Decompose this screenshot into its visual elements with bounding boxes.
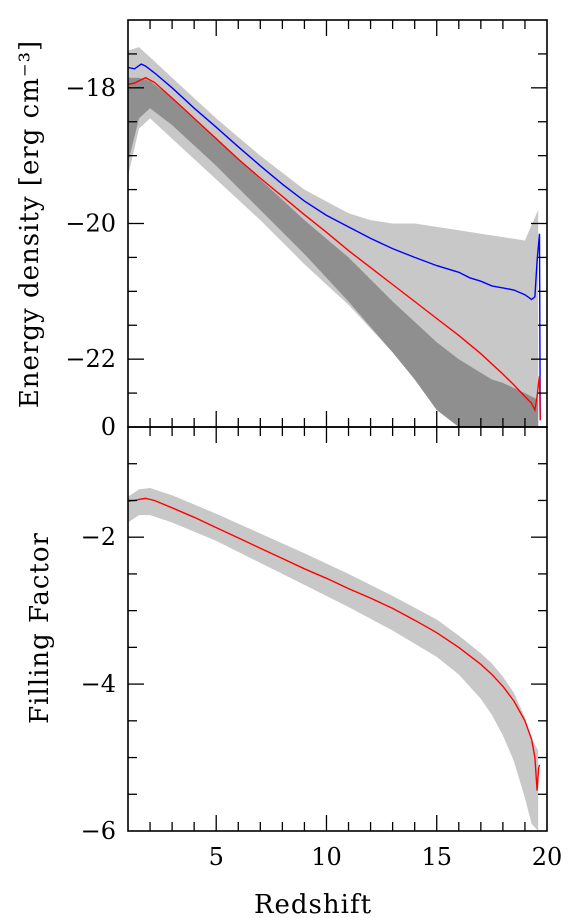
top-bottom-edge-label: 0: [101, 413, 116, 441]
filling-factor-panel: −2 −4 −6 5 10 15 20: [81, 426, 563, 871]
redshift-axis-label: Redshift: [254, 890, 372, 918]
top-series-line-0: [128, 63, 541, 421]
filling-factor-axis-label: Filling Factor: [25, 532, 55, 724]
energy-density-panel: −18 −20 −22 0: [65, 19, 548, 441]
bottom-y-tick-label: −2: [81, 523, 116, 551]
top-band-1: [128, 77, 539, 427]
bottom-y-tick-label: −4: [81, 670, 116, 698]
top-y-tick-label: −18: [65, 74, 116, 102]
bottom-x-tick-label: 5: [209, 843, 224, 871]
bottom-x-tick-label: 20: [532, 843, 563, 871]
bottom-plot-frame: [127, 426, 548, 832]
bottom-x-tick-label: 15: [421, 843, 452, 871]
bottom-x-tick-label: 10: [311, 843, 342, 871]
bottom-series-line-0: [128, 497, 541, 791]
energy-density-axis-label: Energy density [erg cm⁻³]: [15, 40, 45, 408]
bottom-band-0: [128, 488, 539, 831]
top-series-line-1: [128, 76, 541, 421]
bottom-y-tick-label: −6: [81, 817, 116, 845]
top-y-tick-label: −22: [65, 345, 116, 373]
top-y-tick-label: −20: [65, 210, 116, 238]
